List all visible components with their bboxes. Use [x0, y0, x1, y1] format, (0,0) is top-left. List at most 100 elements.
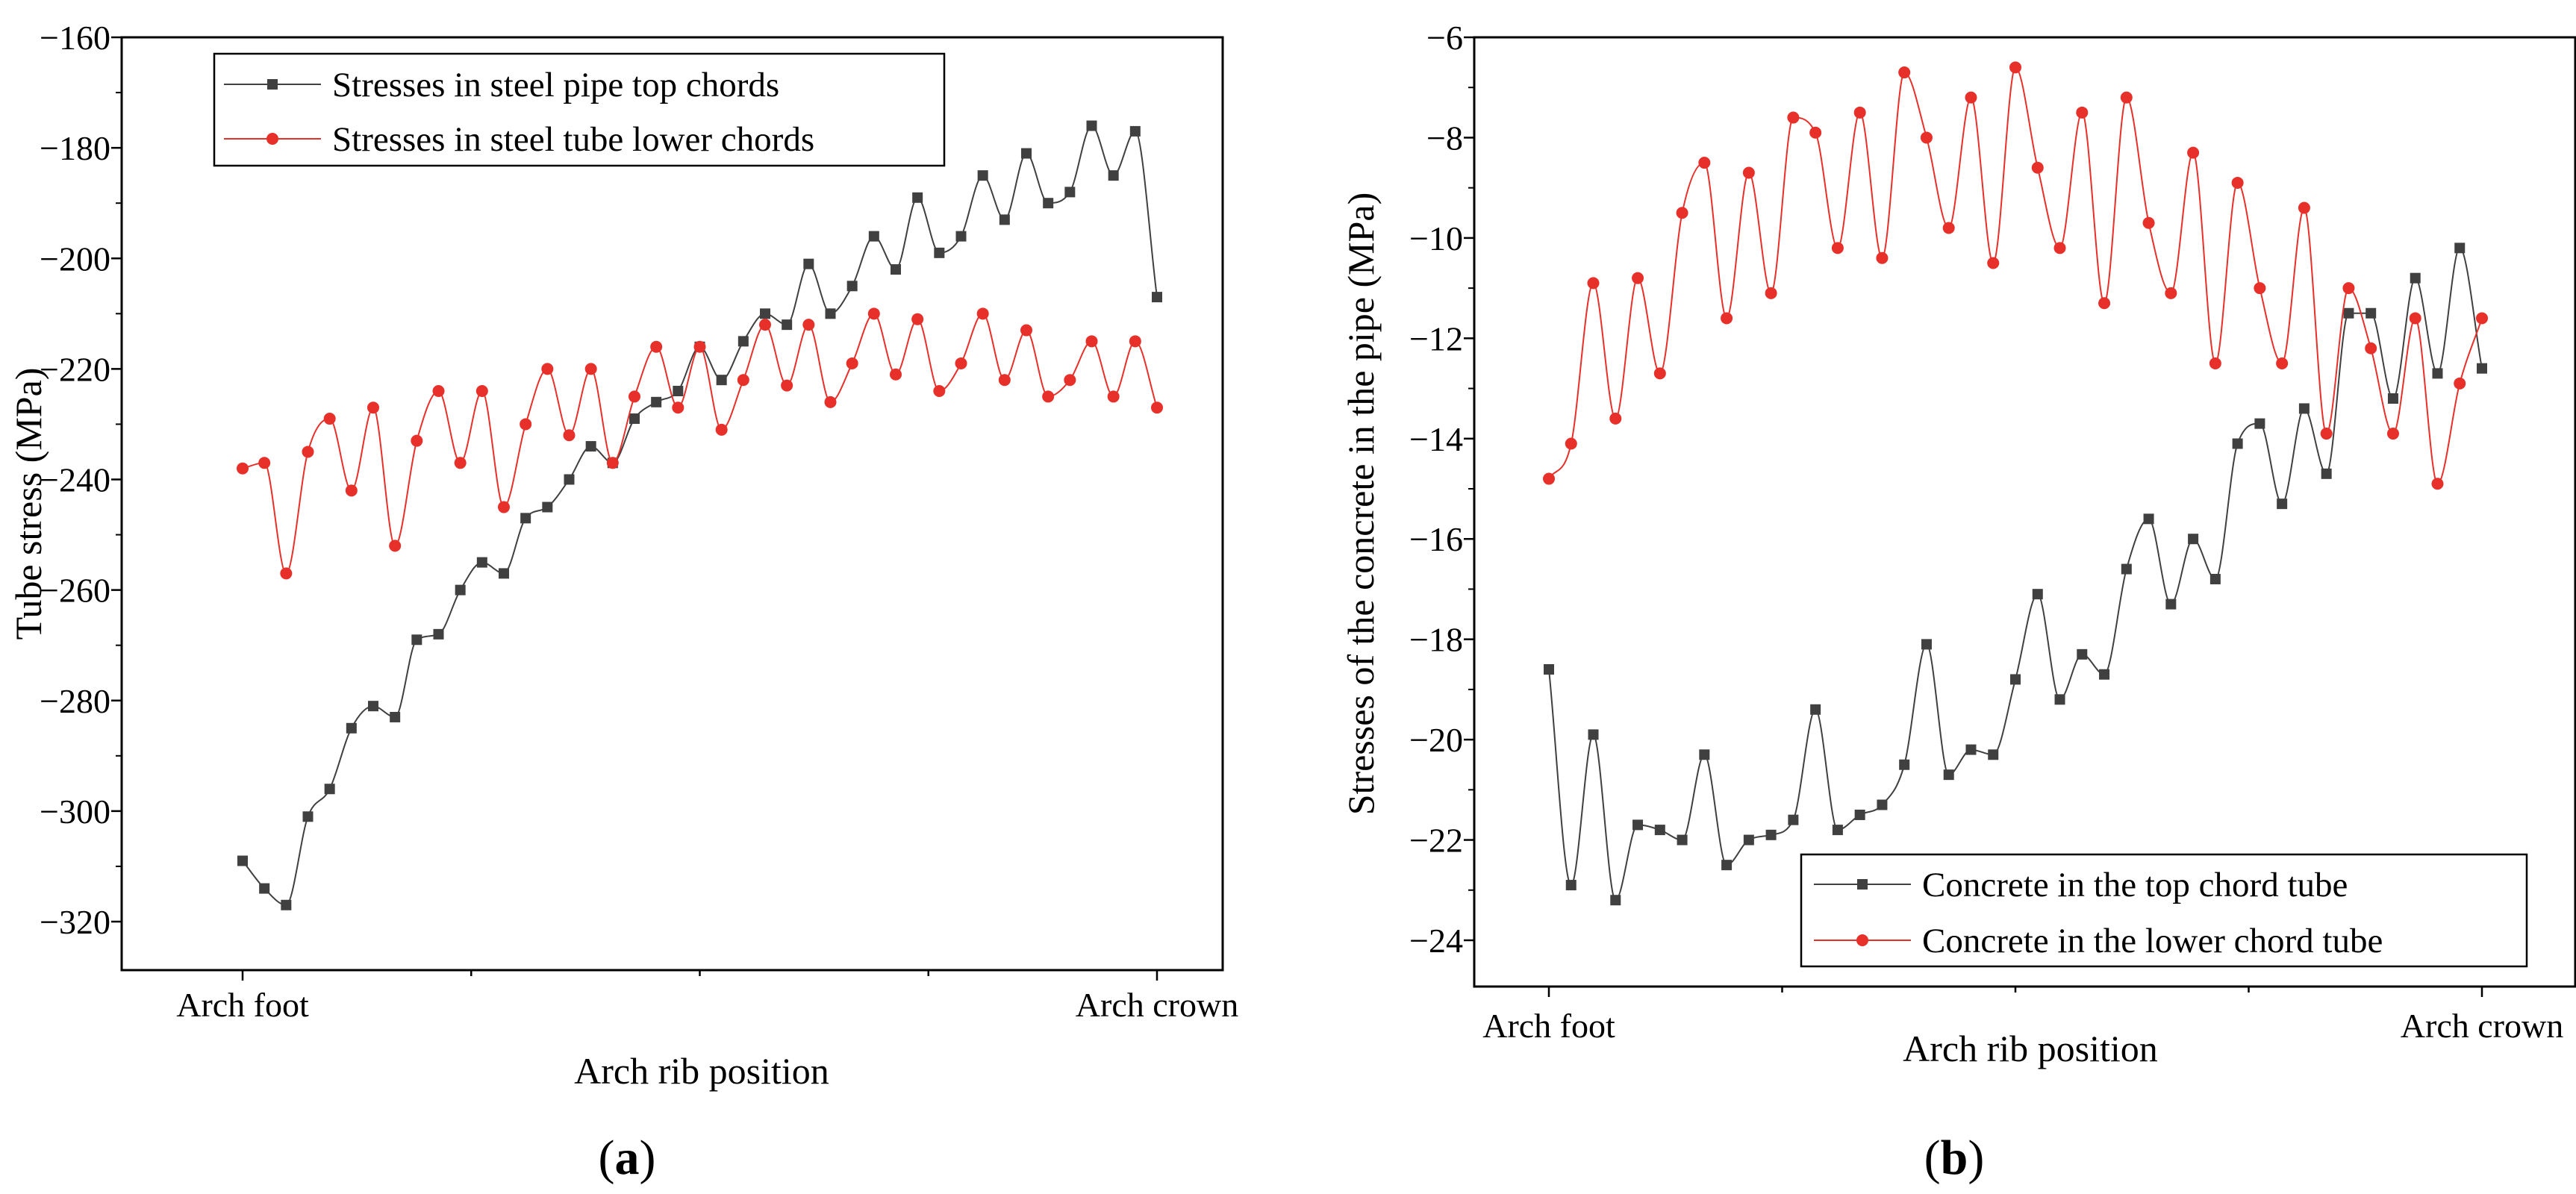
- legend-a: Stresses in steel pipe top chords Stress…: [213, 52, 946, 167]
- point-b-1-26: [2120, 91, 2133, 104]
- legend-label-concrete-lower: Concrete in the lower chord tube: [1922, 922, 2383, 960]
- point-b-0-27: [2143, 513, 2154, 525]
- series-line-a-0: [242, 125, 1158, 906]
- point-a-0-25: [782, 319, 793, 331]
- point-b-1-38: [2386, 428, 2399, 440]
- y-axis-title-a: Tube stress (MPa): [7, 368, 49, 640]
- point-a-1-35: [998, 374, 1011, 387]
- plot-frame-b: [1473, 36, 2576, 988]
- point-a-0-18: [629, 413, 640, 425]
- point-b-1-14: [1853, 106, 1866, 119]
- point-b-0-7: [1699, 749, 1710, 760]
- point-b-1-24: [2076, 106, 2089, 119]
- point-b-1-17: [1920, 131, 1933, 144]
- point-b-0-24: [2077, 648, 2088, 660]
- point-a-1-5: [345, 484, 358, 497]
- point-a-0-41: [1129, 125, 1141, 137]
- point-b-0-14: [1854, 809, 1865, 820]
- point-b-1-21: [2009, 61, 2021, 74]
- point-a-1-27: [824, 396, 837, 408]
- point-a-0-13: [520, 513, 531, 524]
- point-b-1-32: [2254, 282, 2266, 295]
- point-b-0-15: [1877, 799, 1888, 810]
- point-b-0-40: [2432, 368, 2443, 379]
- point-b-0-29: [2188, 534, 2199, 545]
- point-a-0-33: [955, 231, 967, 242]
- y-tick-label-b-1: −8: [1426, 119, 1463, 157]
- point-a-0-29: [868, 231, 879, 242]
- series-group-b: [1543, 61, 2488, 906]
- point-a-1-11: [475, 385, 488, 397]
- x-axis-title-b: Arch rib position: [1903, 1028, 2158, 1069]
- point-b-1-31: [2231, 176, 2244, 189]
- point-b-1-6: [1676, 207, 1688, 219]
- point-b-1-34: [2298, 201, 2310, 214]
- point-a-0-31: [912, 192, 923, 203]
- point-a-1-33: [955, 357, 967, 369]
- point-b-0-21: [2010, 674, 2021, 685]
- legend-marker-top-chords: [267, 79, 278, 90]
- point-b-0-10: [1765, 829, 1777, 840]
- point-a-1-16: [584, 363, 597, 375]
- point-a-1-14: [541, 363, 554, 375]
- point-a-1-21: [693, 340, 706, 353]
- point-b-1-19: [1965, 91, 1977, 104]
- point-a-1-25: [781, 379, 793, 392]
- point-a-0-3: [302, 811, 314, 822]
- point-a-1-18: [629, 390, 640, 403]
- point-b-1-4: [1632, 272, 1644, 284]
- point-b-0-19: [1965, 744, 1977, 755]
- point-b-0-11: [1788, 814, 1799, 825]
- point-b-0-33: [2277, 498, 2288, 510]
- point-b-1-5: [1653, 367, 1666, 380]
- point-b-1-20: [1987, 257, 2000, 269]
- point-a-0-2: [281, 899, 292, 910]
- point-a-0-23: [737, 336, 749, 347]
- y-tick-label-a-1: −180: [40, 129, 110, 167]
- point-a-0-10: [455, 584, 466, 596]
- point-a-0-24: [760, 308, 770, 319]
- point-a-1-23: [737, 374, 749, 387]
- panel-label-b: (b): [1924, 1131, 1985, 1185]
- axes-b: −6 −8 −10 −12 −14 −16 −18 −20 −22 −24 Arch foot Arc…: [1409, 19, 2563, 1045]
- y-tick-label-b-4: −14: [1409, 420, 1463, 458]
- point-b-0-8: [1721, 860, 1733, 871]
- point-b-1-1: [1565, 437, 1577, 450]
- point-a-1-28: [846, 357, 858, 369]
- legend-label-top-chords: Stresses in steel pipe top chords: [332, 66, 779, 104]
- point-a-0-12: [499, 568, 509, 579]
- point-a-0-16: [585, 441, 596, 452]
- point-a-0-22: [716, 375, 727, 386]
- point-a-0-42: [1152, 292, 1162, 303]
- point-a-1-40: [1107, 390, 1120, 403]
- point-a-1-37: [1042, 390, 1055, 403]
- point-b-1-27: [2142, 216, 2155, 229]
- point-b-0-2: [1588, 729, 1599, 740]
- y-tick-label-a-7: −300: [40, 793, 110, 831]
- point-b-0-39: [2410, 272, 2421, 284]
- point-b-1-33: [2276, 357, 2289, 369]
- point-a-0-20: [673, 386, 684, 396]
- point-b-0-17: [1921, 639, 1932, 650]
- point-b-0-41: [2454, 243, 2466, 254]
- point-b-0-34: [2298, 403, 2310, 414]
- point-a-1-26: [802, 319, 815, 331]
- y-tick-label-a-6: −280: [40, 682, 110, 720]
- point-a-1-22: [715, 423, 728, 436]
- x-tick-label-b-0: Arch foot: [1482, 1007, 1615, 1045]
- point-b-0-6: [1677, 834, 1688, 846]
- point-a-0-15: [564, 474, 575, 485]
- point-b-1-35: [2320, 428, 2333, 440]
- x-tick-label-b-1: Arch crown: [2401, 1007, 2563, 1045]
- point-a-0-38: [1064, 187, 1076, 198]
- point-b-1-7: [1698, 157, 1711, 169]
- point-b-0-18: [1943, 769, 1954, 781]
- point-a-1-2: [280, 567, 293, 580]
- point-b-0-0: [1544, 664, 1554, 675]
- point-b-1-29: [2187, 146, 2200, 159]
- point-b-1-15: [1876, 251, 1889, 264]
- point-a-1-30: [890, 368, 902, 381]
- point-b-1-30: [2209, 357, 2221, 369]
- point-a-1-20: [672, 401, 684, 414]
- point-b-0-32: [2254, 418, 2265, 429]
